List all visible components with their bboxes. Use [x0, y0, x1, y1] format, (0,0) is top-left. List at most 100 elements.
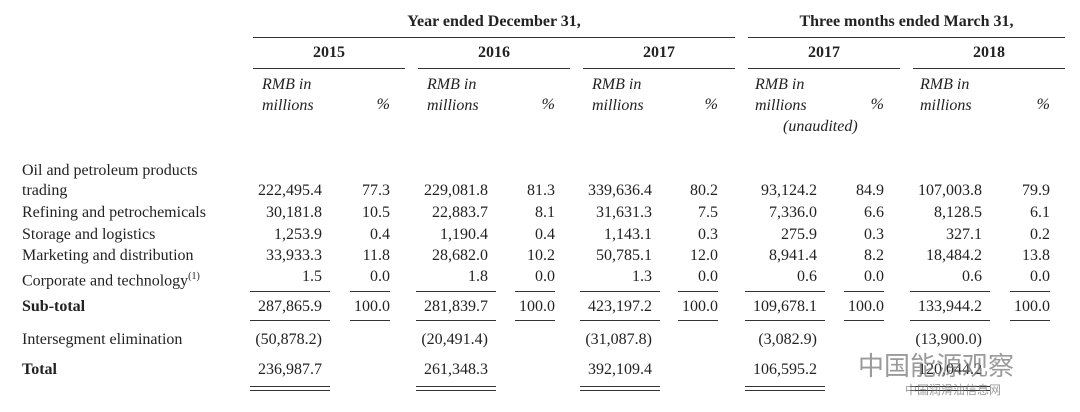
percent-cell: 13.8	[1022, 247, 1050, 264]
year-header: 2018	[973, 44, 1005, 61]
percent-cell: 100.0	[519, 298, 555, 315]
row-label: Storage and logistics	[22, 226, 156, 243]
percent-cell: 100.0	[848, 298, 884, 315]
rule	[745, 386, 825, 387]
amount-cell: 8,128.5	[934, 204, 982, 221]
amount-cell: 8,941.4	[769, 247, 817, 264]
row-label: Oil and petroleum products trading	[22, 162, 198, 199]
percent-cell: 0.0	[535, 268, 555, 285]
rule	[350, 291, 390, 292]
amount-cell: 423,197.2	[588, 298, 652, 315]
amount-cell: 1.5	[302, 268, 322, 285]
rule	[416, 291, 496, 292]
row-label: Marketing and distribution	[22, 247, 194, 264]
percent-cell: 77.3	[362, 182, 390, 199]
row-label: Refining and petrochemicals	[22, 204, 206, 221]
rule	[416, 320, 496, 321]
row-label: Corporate and technology(1)	[22, 271, 200, 290]
rule	[678, 320, 718, 321]
rule	[253, 68, 405, 69]
rule	[250, 386, 330, 387]
amount-cell: 28,682.0	[432, 247, 488, 264]
amount-cell: 392,109.4	[588, 361, 652, 378]
percent-unit: %	[376, 96, 390, 113]
rule	[416, 390, 496, 391]
rule	[515, 291, 555, 292]
amount-cell: (13,900.0)	[915, 331, 982, 348]
rule	[1010, 291, 1050, 292]
year-header: 2016	[478, 44, 510, 61]
amount-cell: 1,143.1	[604, 226, 652, 243]
amount-cell: 133,944.2	[918, 298, 982, 315]
percent-cell: 0.0	[864, 268, 884, 285]
percent-cell: 10.5	[362, 204, 390, 221]
percent-cell: 100.0	[682, 298, 718, 315]
amount-cell: 18,484.2	[926, 247, 982, 264]
percent-cell: 0.3	[698, 226, 718, 243]
rule	[910, 386, 990, 387]
amount-cell: 229,081.8	[424, 182, 488, 199]
amount-cell: (31,087.8)	[585, 331, 652, 348]
amount-cell: 33,933.3	[266, 247, 322, 264]
rule	[844, 320, 884, 321]
rule	[745, 320, 825, 321]
percent-cell: 10.2	[527, 247, 555, 264]
watermark: 中国润滑油信息网	[905, 383, 1002, 397]
rule	[910, 291, 990, 292]
rule	[583, 68, 735, 69]
percent-cell: 0.0	[370, 268, 390, 285]
percent-cell: 0.0	[1030, 268, 1050, 285]
rule	[1010, 320, 1050, 321]
unit-label: RMB in millions	[592, 76, 644, 114]
percent-cell: 0.3	[864, 226, 884, 243]
percent-cell: 80.2	[690, 182, 718, 199]
percent-cell: 12.0	[690, 247, 718, 264]
amount-cell: 7,336.0	[769, 204, 817, 221]
percent-cell: 11.8	[362, 247, 390, 264]
amount-cell: 31,631.3	[596, 204, 652, 221]
rule	[250, 320, 330, 321]
percent-cell: 0.2	[1030, 226, 1050, 243]
amount-cell: (3,082.9)	[758, 331, 817, 348]
percent-cell: 81.3	[527, 182, 555, 199]
amount-cell: 1,190.4	[440, 226, 488, 243]
rule	[748, 68, 900, 69]
rule	[253, 37, 735, 38]
amount-cell: 1.3	[632, 268, 652, 285]
percent-cell: 84.9	[856, 182, 884, 199]
rule	[250, 390, 330, 391]
amount-cell: 327.1	[946, 226, 982, 243]
amount-cell: 275.9	[781, 226, 817, 243]
amount-cell: 107,003.8	[918, 182, 982, 199]
amount-cell: 236,987.7	[258, 361, 322, 378]
amount-cell: 0.6	[797, 268, 817, 285]
percent-cell: 0.0	[698, 268, 718, 285]
unit-label: RMB in millions	[427, 76, 479, 114]
percent-cell: 7.5	[698, 204, 718, 221]
amount-cell: 281,839.7	[424, 298, 488, 315]
rule	[910, 320, 990, 321]
rule	[418, 68, 570, 69]
amount-cell: 1,253.9	[274, 226, 322, 243]
percent-cell: 0.4	[535, 226, 555, 243]
percent-unit: %	[1036, 96, 1050, 113]
percent-unit: %	[704, 96, 718, 113]
watermark: 中国能源观察	[858, 352, 1015, 382]
amount-cell: 1.8	[468, 268, 488, 285]
rule	[913, 68, 1065, 69]
rule	[580, 390, 660, 391]
row-label: Total	[22, 361, 57, 378]
rule	[844, 291, 884, 292]
group-header: Three months ended March 31,	[799, 13, 1014, 30]
rule	[416, 386, 496, 387]
amount-cell: 339,636.4	[588, 182, 652, 199]
rule	[580, 291, 660, 292]
percent-cell: 6.6	[864, 204, 884, 221]
amount-cell: 109,678.1	[753, 298, 817, 315]
rule	[350, 320, 390, 321]
amount-cell: 120,044.2	[918, 361, 982, 378]
rule	[515, 320, 555, 321]
percent-cell: 100.0	[354, 298, 390, 315]
percent-cell: 6.1	[1030, 204, 1050, 221]
percent-unit: %	[541, 96, 555, 113]
